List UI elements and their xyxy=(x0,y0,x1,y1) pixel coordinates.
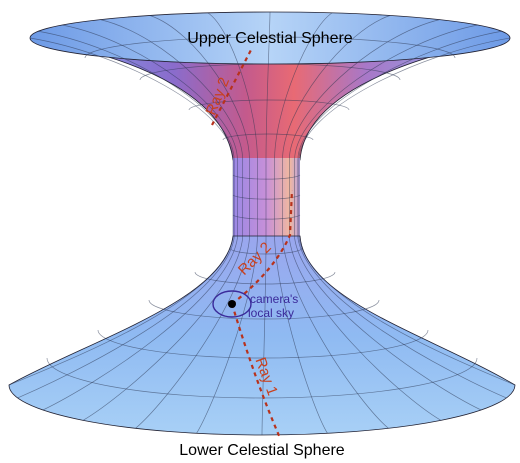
ray-1-path xyxy=(230,303,282,439)
grid-line xyxy=(84,36,456,59)
grid-line xyxy=(17,237,235,399)
grid-line xyxy=(298,37,511,161)
grid-line xyxy=(42,237,238,411)
grid-line xyxy=(62,24,238,161)
grid-lines xyxy=(8,11,516,436)
grid-line xyxy=(265,11,271,161)
camera-label: camera's xyxy=(250,292,298,306)
grid-line xyxy=(29,37,234,161)
grid-line xyxy=(46,357,478,399)
grid-line xyxy=(100,19,244,161)
grid-line xyxy=(148,299,380,320)
grid-line xyxy=(288,19,440,161)
lower-label: Lower Celestial Sphere xyxy=(179,442,345,459)
grid-line xyxy=(8,237,234,386)
grid-line xyxy=(188,99,350,111)
ray-2-upper-path xyxy=(211,47,253,126)
grid-line xyxy=(274,237,328,434)
grid-line xyxy=(294,237,482,411)
grid-line xyxy=(97,329,429,359)
grid-line xyxy=(139,63,401,81)
lower-flare xyxy=(8,235,516,436)
camera-label: local sky xyxy=(248,306,294,320)
grid-line xyxy=(288,237,442,421)
grid-line xyxy=(282,237,389,429)
grid-line xyxy=(294,24,478,161)
grid-line xyxy=(207,12,258,161)
grid-line xyxy=(297,237,507,399)
grid-line xyxy=(282,15,391,161)
grid-line xyxy=(196,237,258,434)
camera xyxy=(228,300,236,308)
grid-line xyxy=(261,237,267,436)
grid-line xyxy=(82,237,244,421)
grid-line xyxy=(38,30,235,161)
grid-line xyxy=(149,15,250,161)
grid-line xyxy=(135,237,250,429)
grid-line xyxy=(194,271,336,285)
ray-2-lower-path xyxy=(231,189,294,305)
grid-line xyxy=(297,30,502,161)
grid-line xyxy=(274,12,333,161)
camera-sky xyxy=(212,290,252,318)
grid-line xyxy=(298,237,516,386)
upper-label: Upper Celestial Sphere xyxy=(187,30,353,47)
